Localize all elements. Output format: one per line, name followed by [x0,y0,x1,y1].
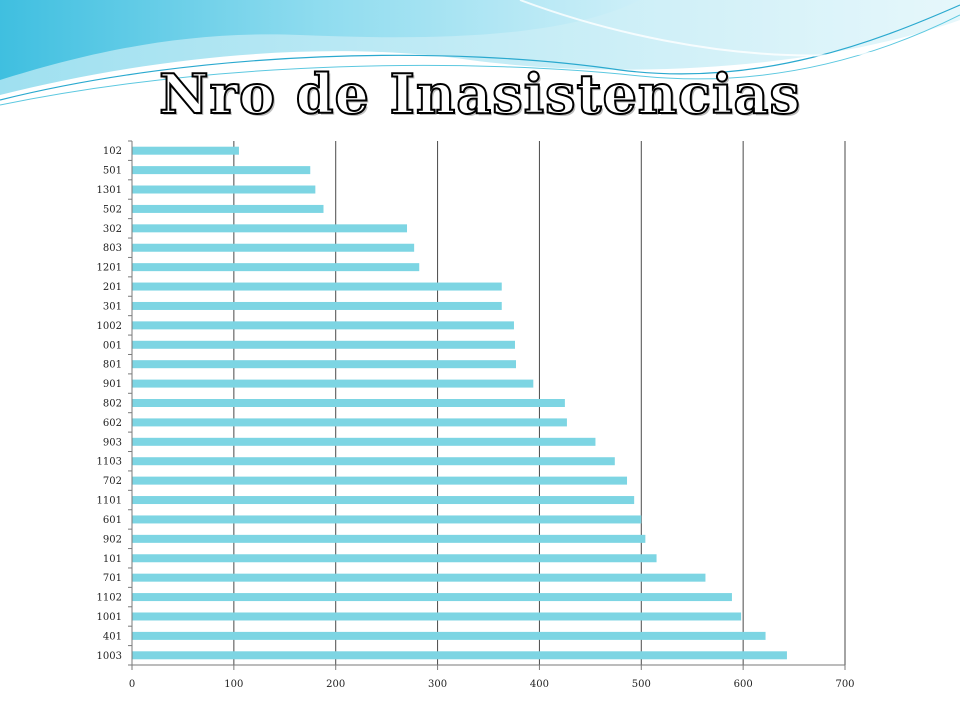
bar-1103 [132,457,615,466]
y-tick-label-301: 301 [103,301,122,312]
y-tick-label-803: 803 [103,243,122,254]
y-tick-label-1102: 1102 [97,593,122,604]
x-tick-label-200: 200 [326,679,345,690]
x-tick-label-100: 100 [224,679,243,690]
bar-902 [132,534,646,543]
y-tick-label-1301: 1301 [97,185,122,196]
bar-1003 [132,651,787,660]
bar-1001 [132,612,742,621]
y-tick-label-102: 102 [103,146,122,157]
bar-803 [132,243,415,252]
bar-1101 [132,496,635,505]
wave-front [0,0,640,80]
bar-701 [132,573,706,582]
y-tick-label-802: 802 [103,399,122,410]
bar-102 [132,146,239,155]
y-tick-label-1001: 1001 [97,612,122,623]
y-tick-label-1002: 1002 [97,321,122,332]
y-tick-label-001: 001 [103,340,122,351]
x-tick-label-0: 0 [129,679,135,690]
bar-1002 [132,321,514,330]
y-tick-label-401: 401 [103,631,122,642]
y-tick-label-903: 903 [103,437,122,448]
y-tick-label-801: 801 [103,360,122,371]
y-tick-label-302: 302 [103,224,122,235]
bar-602 [132,418,567,427]
bar-1102 [132,593,732,602]
bar-1301 [132,185,316,194]
y-tick-label-602: 602 [103,418,122,429]
bar-101 [132,554,657,563]
bar-401 [132,631,766,640]
bar-001 [132,340,515,349]
bar-601 [132,515,642,524]
y-tick-label-501: 501 [103,166,122,177]
x-tick-label-600: 600 [734,679,753,690]
y-tick-label-601: 601 [103,515,122,526]
y-tick-label-101: 101 [103,554,122,565]
wave-line-3 [519,0,960,57]
x-tick-label-700: 700 [835,679,854,690]
x-tick-label-500: 500 [632,679,651,690]
slide-title: Nro de Inasistencias [158,61,801,127]
y-tick-label-901: 901 [103,379,122,390]
bar-901 [132,379,534,388]
y-tick-label-1003: 1003 [97,651,122,662]
bar-903 [132,437,596,446]
bar-1201 [132,263,420,272]
y-tick-label-502: 502 [103,204,122,215]
bar-801 [132,360,517,369]
y-tick-label-1101: 1101 [97,496,122,507]
x-tick-label-400: 400 [530,679,549,690]
y-tick-label-1201: 1201 [97,263,122,274]
y-tick-label-902: 902 [103,534,122,545]
x-tick-label-300: 300 [428,679,447,690]
y-tick-label-1103: 1103 [97,457,122,468]
bar-301 [132,301,502,310]
wave-line-1 [0,4,960,101]
bar-302 [132,224,408,233]
bar-702 [132,476,628,485]
bar-802 [132,399,565,407]
decorative-wave-header [0,0,960,106]
bar-502 [132,204,324,213]
y-tick-label-702: 702 [103,476,122,487]
bar-501 [132,166,311,175]
y-tick-label-201: 201 [103,282,122,293]
bar-201 [132,282,502,291]
y-tick-label-701: 701 [103,573,122,584]
